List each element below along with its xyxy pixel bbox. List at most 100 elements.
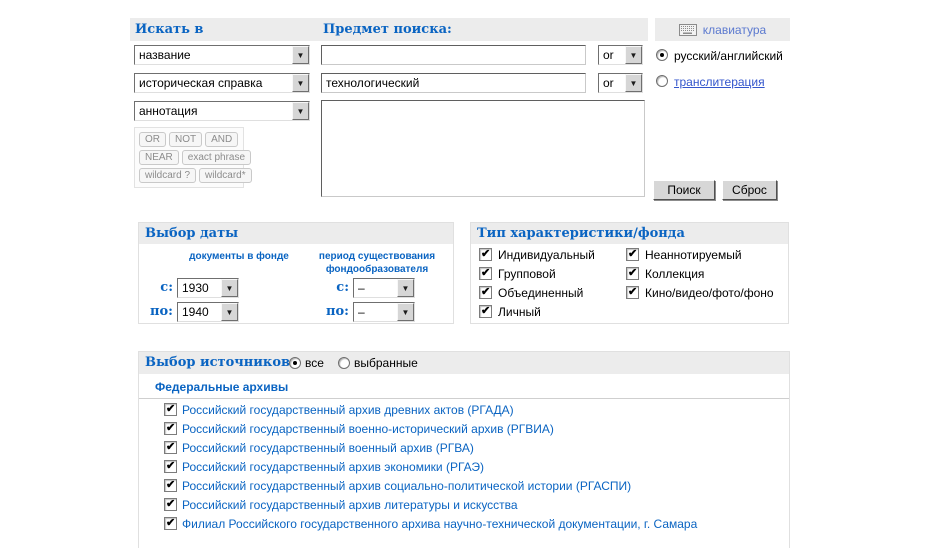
keyboard-bar: клавиатура	[655, 18, 790, 41]
operator-row: NEAR exact phrase	[139, 150, 252, 165]
chevron-down-icon[interactable]: ▼	[397, 303, 414, 321]
period-to-label: по:	[326, 304, 349, 319]
chevron-down-icon[interactable]: ▼	[625, 74, 642, 92]
radio-russian-english[interactable]	[656, 49, 668, 61]
operator-row: wildcard ? wildcard*	[139, 168, 252, 183]
field-select-3[interactable]: аннотация ▼	[134, 101, 310, 121]
docs-to-select[interactable]: 1940 ▼	[177, 302, 239, 322]
archive-link-rgali[interactable]: Российский государственный архив литерат…	[182, 498, 518, 512]
radio-transliteration[interactable]	[656, 75, 668, 87]
checkbox-archive-rgali[interactable]	[164, 497, 177, 511]
checkbox-unannotated-label: Неаннотируемый	[645, 248, 742, 262]
operator-wildcard-q-button[interactable]: wildcard ?	[139, 168, 197, 183]
operator-or-button[interactable]: OR	[139, 132, 166, 147]
radio-selected-sources[interactable]	[338, 357, 350, 369]
archive-link-rgaspi[interactable]: Российский государственный архив социаль…	[182, 479, 632, 493]
checkbox-group-label: Групповой	[498, 267, 556, 281]
checkbox-archive-rgva[interactable]	[164, 440, 177, 454]
operator-near-button[interactable]: NEAR	[139, 150, 179, 165]
field-select-2[interactable]: историческая справка ▼	[134, 73, 310, 93]
period-from-select[interactable]: – ▼	[353, 278, 415, 298]
chevron-down-icon[interactable]: ▼	[221, 279, 238, 297]
subject-textarea[interactable]	[321, 100, 645, 197]
checkbox-collection-label: Коллекция	[645, 267, 705, 281]
docs-from-select[interactable]: 1930 ▼	[177, 278, 239, 298]
operator-wildcard-star-button[interactable]: wildcard*	[199, 168, 252, 183]
checkbox-personal-label: Личный	[498, 305, 541, 319]
divider	[139, 398, 789, 399]
keyboard-link[interactable]: клавиатура	[702, 22, 767, 37]
field-select-1[interactable]: название ▼	[134, 45, 310, 65]
period-from-value: –	[358, 281, 365, 295]
fund-creator-period-label-1: период существования	[318, 251, 436, 262]
sources-title: Выбор источников:	[145, 355, 295, 370]
archive-link-rgva[interactable]: Российский государственный военный архив…	[182, 441, 474, 455]
chevron-down-icon[interactable]: ▼	[292, 74, 309, 92]
period-to-value: –	[358, 305, 365, 319]
checkbox-united[interactable]	[479, 285, 492, 299]
reset-button[interactable]: Сброс	[722, 180, 777, 200]
docs-to-label: по:	[150, 304, 173, 319]
chevron-down-icon[interactable]: ▼	[221, 303, 238, 321]
radio-all-sources-label: все	[305, 356, 324, 370]
archive-link-rgada[interactable]: Российский государственный архив древних…	[182, 403, 514, 417]
archive-link-rgvia[interactable]: Российский государственный военно-истори…	[182, 422, 554, 436]
archive-link-samara[interactable]: Филиал Российского государственного архи…	[182, 517, 698, 531]
archive-link-rgae[interactable]: Российский государственный архив экономи…	[182, 460, 485, 474]
keyboard-icon	[678, 23, 697, 36]
sources-header-bar: Выбор источников: все выбранные	[139, 352, 789, 374]
radio-selected-sources-label: выбранные	[354, 356, 418, 370]
radio-russian-english-label: русский/английский	[674, 49, 783, 63]
fund-creator-period-label-2: фондообразователя	[325, 264, 429, 275]
subject-input-2[interactable]	[321, 73, 586, 93]
operator-exact-phrase-button[interactable]: exact phrase	[181, 150, 252, 165]
operator-and-button[interactable]: AND	[205, 132, 239, 147]
operator-not-button[interactable]: NOT	[169, 132, 203, 147]
sources-box: Выбор источников: все выбранные Федераль…	[138, 351, 790, 548]
subject-op-select-1-value: or	[603, 48, 614, 62]
chevron-down-icon[interactable]: ▼	[292, 46, 309, 64]
checkbox-unannotated[interactable]	[626, 247, 639, 261]
chevron-down-icon[interactable]: ▼	[292, 102, 309, 120]
checkbox-media-label: Кино/видео/фото/фоно	[645, 286, 774, 300]
date-selection-box: Выбор даты документы в фонде период суще…	[138, 222, 454, 324]
subject-op-select-2[interactable]: or ▼	[598, 73, 643, 93]
search-header-bar: Искать в Предмет поиска:	[130, 18, 648, 41]
period-to-select[interactable]: – ▼	[353, 302, 415, 322]
fund-type-box: Тип характеристики/фонда Индивидуальный …	[470, 222, 789, 324]
checkbox-individual-label: Индивидуальный	[498, 248, 595, 262]
subject-op-select-1[interactable]: or ▼	[598, 45, 643, 65]
checkbox-united-label: Объединенный	[498, 286, 584, 300]
operators-panel: OR NOT AND NEAR exact phrase wildcard ? …	[134, 127, 252, 188]
field-select-1-value: название	[139, 48, 191, 62]
search-button[interactable]: Поиск	[653, 180, 715, 200]
checkbox-individual[interactable]	[479, 247, 492, 261]
checkbox-archive-rgvia[interactable]	[164, 421, 177, 435]
chevron-down-icon[interactable]: ▼	[625, 46, 642, 64]
checkbox-archive-samara[interactable]	[164, 516, 177, 530]
chevron-down-icon[interactable]: ▼	[397, 279, 414, 297]
checkbox-archive-rgaspi[interactable]	[164, 478, 177, 492]
docs-to-value: 1940	[182, 305, 209, 319]
subject-title: Предмет поиска:	[323, 22, 452, 37]
checkbox-collection[interactable]	[626, 266, 639, 280]
docs-from-label: с:	[160, 280, 173, 295]
fund-type-title: Тип характеристики/фонда	[477, 226, 685, 241]
docs-in-fund-label: документы в фонде	[189, 251, 289, 262]
subject-op-select-2-value: or	[603, 76, 614, 90]
checkbox-archive-rgada[interactable]	[164, 402, 177, 416]
checkbox-personal[interactable]	[479, 304, 492, 318]
transliteration-link[interactable]: транслитерация	[674, 75, 765, 89]
field-select-3-value: аннотация	[139, 104, 198, 118]
fund-type-header-bar: Тип характеристики/фонда	[471, 223, 788, 244]
subject-input-1[interactable]	[321, 45, 586, 65]
checkbox-archive-rgae[interactable]	[164, 459, 177, 473]
checkbox-group[interactable]	[479, 266, 492, 280]
checkbox-media[interactable]	[626, 285, 639, 299]
federal-archives-title: Федеральные архивы	[155, 380, 289, 394]
date-box-title: Выбор даты	[145, 226, 239, 241]
period-from-label: с:	[336, 280, 349, 295]
date-box-header-bar: Выбор даты	[139, 223, 453, 244]
radio-all-sources[interactable]	[289, 357, 301, 369]
